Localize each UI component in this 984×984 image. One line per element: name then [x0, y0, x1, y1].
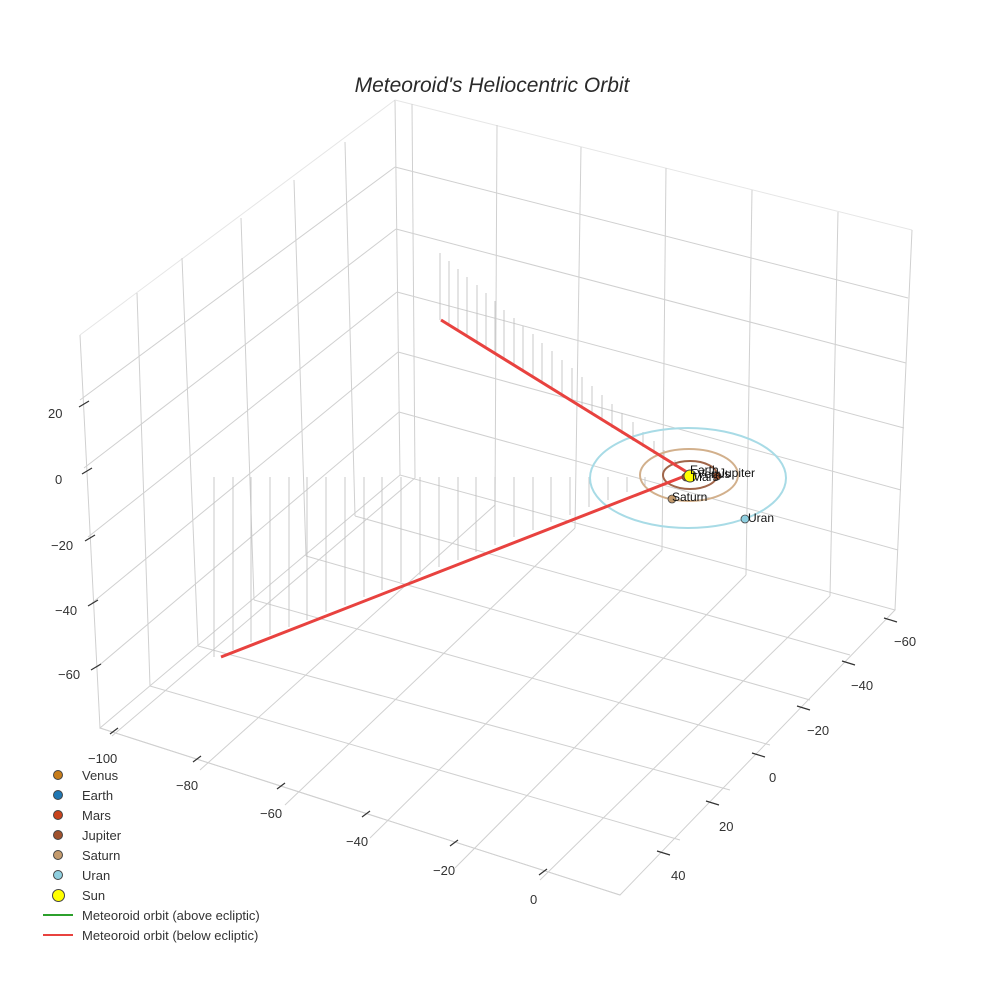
z-axis: 20 0 −20 −40 −60: [48, 400, 102, 682]
legend-item-orbit-below[interactable]: Meteoroid orbit (below ecliptic): [38, 925, 260, 945]
legend-item-saturn[interactable]: Saturn: [38, 845, 260, 865]
saturn-dot-icon: [53, 850, 63, 860]
mars-label: Mars: [692, 470, 719, 484]
svg-text:−40: −40: [851, 678, 873, 693]
jupiter-dot-icon: [53, 830, 63, 840]
svg-text:−20: −20: [51, 538, 73, 553]
back-right-wall-grid: [394, 99, 913, 611]
floor-grid: [98, 474, 896, 896]
svg-text:−40: −40: [346, 834, 368, 849]
sun-dot-icon: [51, 888, 65, 902]
svg-text:−60: −60: [58, 667, 80, 682]
earth-dot-icon: [53, 790, 63, 800]
legend-item-orbit-above[interactable]: Meteoroid orbit (above ecliptic): [38, 905, 260, 925]
legend-item-uran[interactable]: Uran: [38, 865, 260, 885]
legend-item-mars[interactable]: Mars: [38, 805, 260, 825]
svg-text:−100: −100: [88, 751, 117, 766]
svg-text:−40: −40: [55, 603, 77, 618]
uran-marker: [740, 514, 750, 524]
green-line-icon: [43, 914, 73, 916]
sun-marker: [683, 469, 697, 483]
uran-dot-icon: [53, 870, 63, 880]
jupiter-label: Jupiter: [719, 466, 755, 480]
legend-item-earth[interactable]: Earth: [38, 785, 260, 805]
jupiter-marker: [712, 471, 722, 481]
svg-text:−60: −60: [894, 634, 916, 649]
svg-text:40: 40: [671, 868, 685, 883]
svg-text:0: 0: [55, 472, 62, 487]
uran-label: Uran: [748, 511, 774, 525]
saturn-label: Saturn: [672, 490, 707, 504]
saturn-orbit: [639, 448, 739, 502]
svg-text:0: 0: [530, 892, 537, 907]
svg-text:−20: −20: [433, 863, 455, 878]
back-left-wall-grid: [79, 99, 401, 729]
earth-label: Earth: [690, 463, 719, 477]
red-line-icon: [43, 934, 73, 936]
meteoroid-orbit-below-ecliptic[interactable]: [220, 318, 691, 659]
legend: Venus Earth Mars Jupiter Saturn Uran Sun…: [38, 765, 260, 945]
chart-title: Meteoroid's Heliocentric Orbit: [354, 74, 630, 97]
svg-text:0: 0: [769, 770, 776, 785]
svg-text:−80: −80: [176, 778, 198, 793]
venus-label: Venus: [697, 467, 730, 481]
legend-item-jupiter[interactable]: Jupiter: [38, 825, 260, 845]
uran-orbit: [589, 427, 787, 529]
svg-text:−60: −60: [260, 806, 282, 821]
saturn-marker: [667, 494, 677, 504]
mars-dot-icon: [53, 810, 63, 820]
x-axis: −100 −80 −60 −40 −20 0: [88, 727, 548, 907]
svg-text:20: 20: [48, 406, 62, 421]
legend-item-sun[interactable]: Sun: [38, 885, 260, 905]
below-ecliptic-drop-lines: [213, 477, 646, 657]
y-axis: −60 −40 −20 0 20 40: [656, 617, 916, 883]
planet-labels: Earth Mars Venus Jupiter Saturn Uran: [672, 463, 774, 525]
svg-text:−20: −20: [807, 723, 829, 738]
svg-text:20: 20: [719, 819, 733, 834]
planet-markers[interactable]: [667, 469, 750, 524]
legend-item-venus[interactable]: Venus: [38, 765, 260, 785]
venus-dot-icon: [53, 770, 63, 780]
